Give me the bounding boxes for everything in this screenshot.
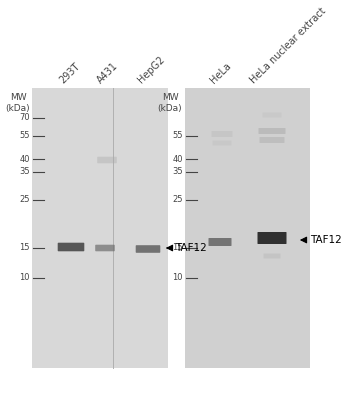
Text: (kDa): (kDa) bbox=[6, 104, 30, 113]
Text: MW: MW bbox=[10, 93, 26, 102]
Text: 293T: 293T bbox=[58, 61, 82, 85]
Text: MW: MW bbox=[162, 93, 178, 102]
Text: 25: 25 bbox=[172, 196, 183, 204]
FancyBboxPatch shape bbox=[212, 131, 233, 137]
Text: HeLa: HeLa bbox=[208, 60, 233, 85]
Text: 10: 10 bbox=[19, 274, 30, 282]
Text: 55: 55 bbox=[19, 132, 30, 140]
Text: A431: A431 bbox=[95, 60, 120, 85]
FancyBboxPatch shape bbox=[258, 232, 287, 244]
Bar bbox=[32, 88, 168, 368]
FancyBboxPatch shape bbox=[58, 243, 84, 251]
Text: TAF12: TAF12 bbox=[175, 243, 207, 253]
Text: 15: 15 bbox=[19, 244, 30, 252]
Text: 25: 25 bbox=[19, 196, 30, 204]
Text: 40: 40 bbox=[172, 154, 183, 164]
Text: HepG2: HepG2 bbox=[136, 54, 166, 85]
FancyBboxPatch shape bbox=[264, 254, 281, 258]
FancyBboxPatch shape bbox=[136, 245, 160, 253]
Text: 15: 15 bbox=[172, 244, 183, 252]
FancyBboxPatch shape bbox=[263, 112, 282, 118]
Text: HeLa nuclear extract: HeLa nuclear extract bbox=[248, 6, 327, 85]
FancyBboxPatch shape bbox=[258, 128, 285, 134]
FancyBboxPatch shape bbox=[259, 137, 284, 143]
FancyBboxPatch shape bbox=[97, 157, 117, 163]
Bar bbox=[185, 88, 310, 368]
Text: 35: 35 bbox=[172, 168, 183, 176]
Text: 40: 40 bbox=[19, 154, 30, 164]
Text: 70: 70 bbox=[19, 114, 30, 122]
Text: 10: 10 bbox=[172, 274, 183, 282]
Text: 55: 55 bbox=[172, 132, 183, 140]
FancyBboxPatch shape bbox=[213, 140, 232, 146]
Text: 35: 35 bbox=[19, 168, 30, 176]
Text: TAF12: TAF12 bbox=[310, 235, 342, 245]
FancyBboxPatch shape bbox=[208, 238, 232, 246]
Text: (kDa): (kDa) bbox=[158, 104, 182, 113]
FancyBboxPatch shape bbox=[95, 245, 115, 251]
